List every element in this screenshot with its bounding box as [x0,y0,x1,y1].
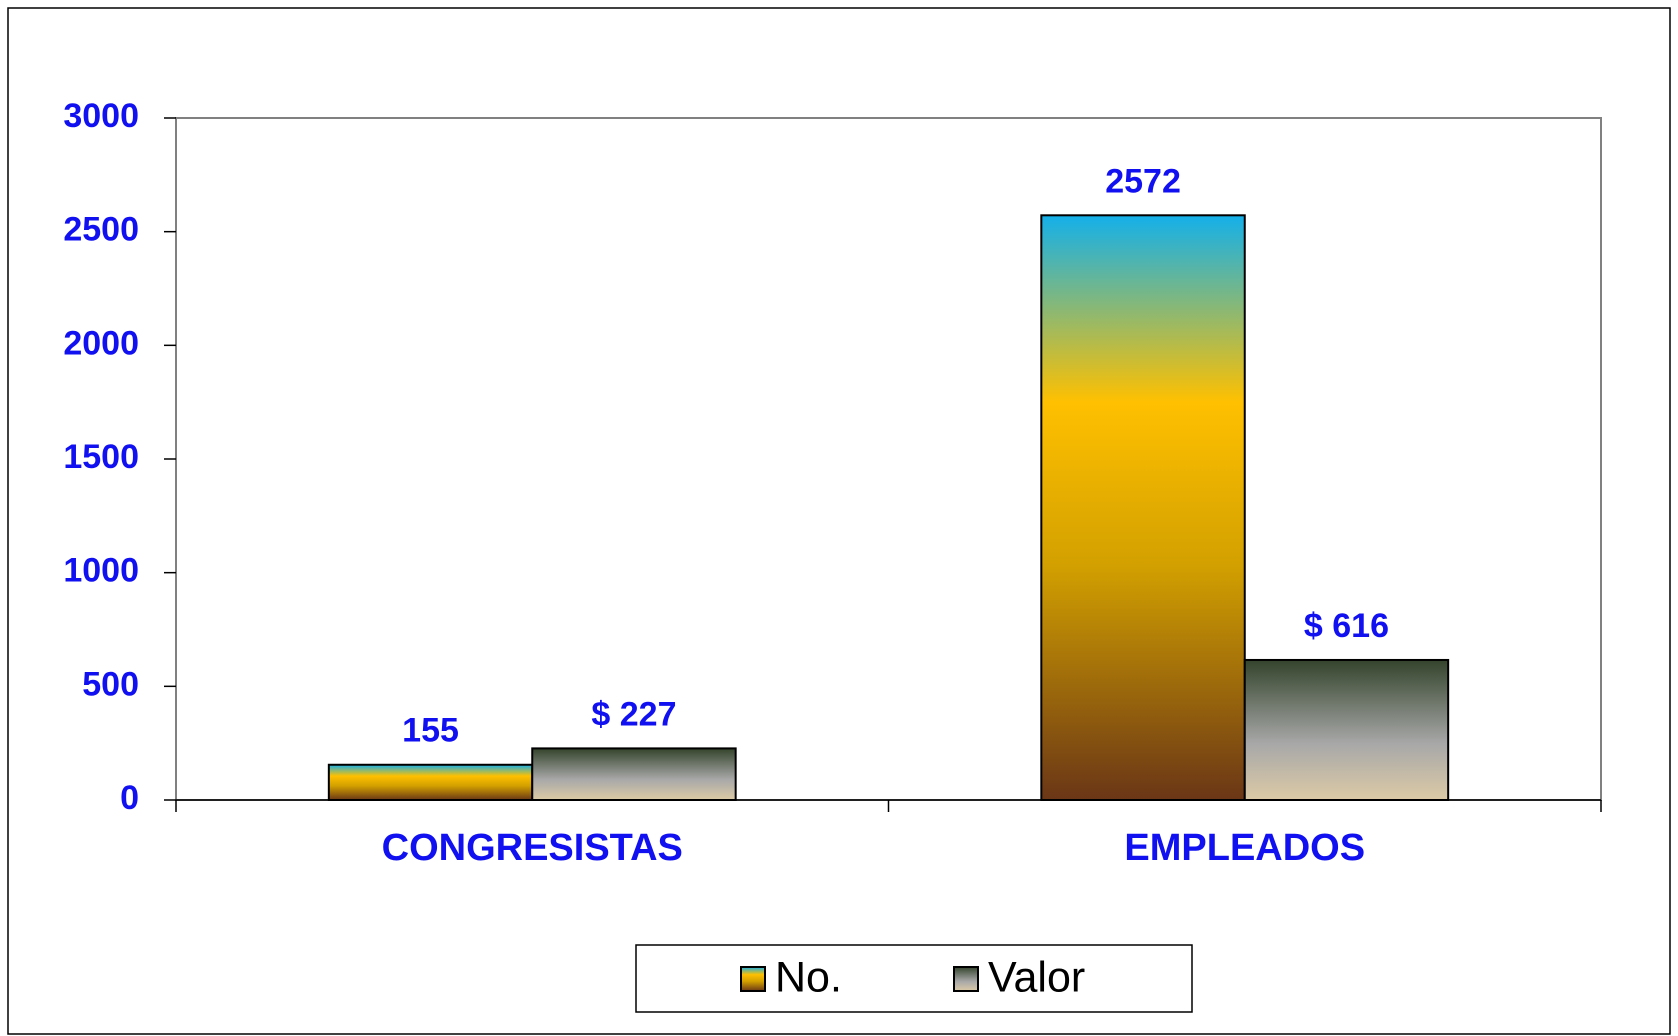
y-tick-label: 500 [82,665,139,703]
bar [1040,214,1246,802]
legend [635,944,1193,1013]
y-tick-label: 2000 [63,324,139,362]
bar [531,747,737,801]
legend-label: Valor [988,953,1085,1001]
x-tick-label: CONGRESISTAS [382,827,683,869]
value-label: $ 227 [591,695,676,733]
value-label: 155 [402,712,459,750]
frame [7,7,1671,1035]
legend-label: No. [775,953,842,1001]
y-tick-label: 2500 [63,211,139,249]
y-tick-label: 1500 [63,438,139,476]
x-tick-label: EMPLEADOS [1124,827,1365,869]
bar [1243,658,1450,801]
y-tick-label: 1000 [63,552,139,590]
legend-swatch [740,966,766,992]
value-label: 2572 [1105,162,1181,200]
bar [327,763,534,801]
value-label: $ 616 [1304,607,1389,645]
y-tick-label: 3000 [63,97,139,135]
legend-swatch [953,966,979,992]
y-tick-label: 0 [120,779,139,817]
